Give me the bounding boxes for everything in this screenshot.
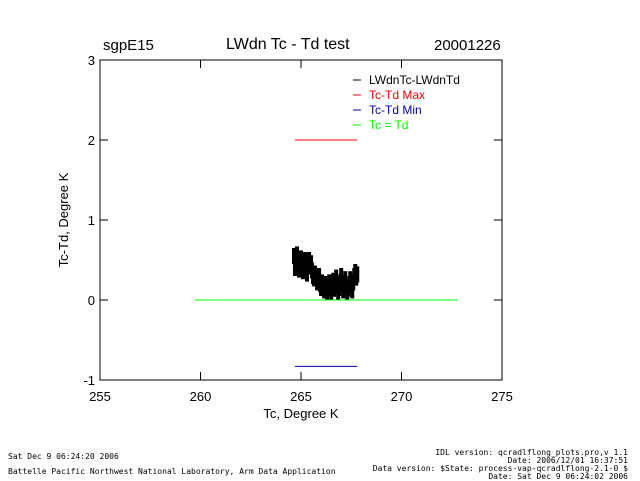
footer-date-1: Date: 2006/12/01 16:37:51 — [507, 456, 628, 465]
date-label: 20001226 — [434, 37, 501, 54]
footer-idl-version: IDL version: qcradlflong_plots.pro,v 1.1 — [435, 448, 628, 457]
data-point — [355, 266, 360, 283]
footer-lab: Battelle Pacific Northwest National Labo… — [8, 467, 336, 476]
y-tick-label: 1 — [88, 213, 95, 228]
x-tick-label: 255 — [89, 389, 111, 404]
legend-entry: Tc-Td Min — [369, 103, 422, 117]
y-tick-label: 2 — [88, 133, 95, 148]
plot-frame — [99, 59, 503, 381]
x-tick-label: 265 — [290, 389, 312, 404]
data-point — [294, 246, 299, 263]
x-tick-label: 275 — [491, 389, 513, 404]
data-point — [291, 248, 296, 264]
chart-title: LWdn Tc - Td test — [226, 36, 350, 53]
y-tick-label: 3 — [88, 53, 95, 68]
x-tick-label: 260 — [190, 389, 212, 404]
footer-date-2: Date: Sat Dec 9 06:24:02 2006 — [488, 472, 628, 481]
site-label: sgpE15 — [103, 37, 154, 54]
footer-date-left: Sat Dec 9 06:24:20 2006 — [8, 452, 119, 461]
legend-entry: LWdnTc-LWdnTd — [369, 73, 460, 87]
y-tick-label: 0 — [88, 293, 95, 308]
x-tick-label: 270 — [391, 389, 413, 404]
legend-entry: Tc = Td — [369, 118, 408, 132]
y-axis-label: Tc-Td, Degree K — [56, 172, 71, 267]
y-tick-label: -1 — [83, 373, 95, 388]
data-point — [305, 265, 310, 282]
axes: 255 260 265 270 275 -1 0 1 2 3 — [83, 53, 512, 404]
footer-data-version: Data version: $State: process-vap-qcradl… — [372, 464, 628, 473]
legend-entry: Tc-Td Max — [369, 88, 425, 102]
x-axis-label: Tc, Degree K — [263, 406, 338, 421]
series-marks — [194, 139, 458, 367]
